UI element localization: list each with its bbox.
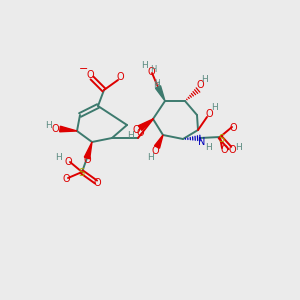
Text: O: O (83, 155, 91, 165)
Text: O: O (196, 80, 204, 90)
Text: H: H (142, 61, 148, 70)
Text: S: S (78, 168, 84, 178)
Polygon shape (154, 135, 163, 148)
Text: O: O (229, 123, 237, 133)
Text: −: − (79, 64, 89, 74)
Text: O: O (62, 174, 70, 184)
Polygon shape (60, 126, 77, 132)
Text: O: O (220, 145, 228, 155)
Text: N: N (198, 137, 206, 147)
Text: O: O (51, 124, 59, 134)
Text: H: H (150, 65, 156, 74)
Text: H: H (235, 142, 242, 152)
Text: O: O (151, 146, 159, 156)
Text: H: H (153, 82, 159, 91)
Text: O: O (136, 128, 144, 138)
Text: H: H (205, 142, 212, 152)
Text: H: H (202, 74, 208, 83)
Text: S: S (218, 134, 224, 144)
Polygon shape (138, 119, 153, 130)
Text: O: O (116, 72, 124, 82)
Text: O: O (93, 178, 101, 188)
Text: O: O (228, 145, 236, 155)
Text: O: O (147, 67, 155, 77)
Text: O: O (64, 157, 72, 167)
Polygon shape (84, 142, 92, 159)
Polygon shape (155, 86, 165, 101)
Text: O: O (132, 125, 140, 135)
Text: H: H (55, 152, 62, 161)
Text: H: H (212, 103, 218, 112)
Text: O: O (86, 70, 94, 80)
Text: H: H (46, 121, 52, 130)
Text: H: H (154, 79, 160, 88)
Text: H: H (148, 152, 154, 161)
Text: H: H (127, 131, 134, 140)
Text: O: O (205, 109, 213, 119)
